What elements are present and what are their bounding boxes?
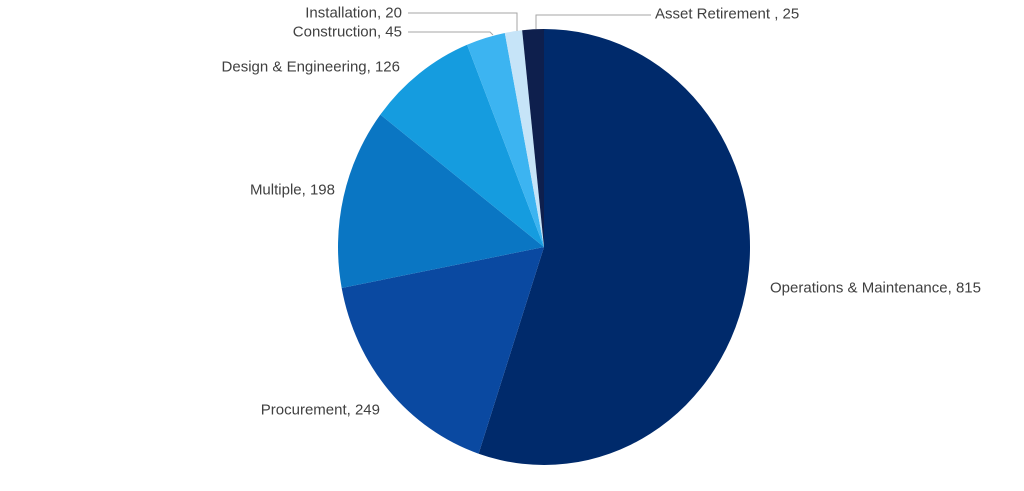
pie-slice-construction — [467, 32, 544, 248]
pie-slice-design-engineering — [380, 44, 544, 248]
slice-label-installation: Installation, 20 — [305, 5, 402, 22]
leader-line-installation — [408, 12, 518, 31]
slice-label-operations-maintenance: Operations & Maintenance, 815 — [770, 280, 981, 297]
slice-label-procurement: Procurement, 249 — [261, 402, 380, 419]
slice-label-multiple: Multiple, 198 — [250, 182, 335, 199]
leader-line-asset-retirement — [535, 14, 651, 29]
pie-slice-operations-maintenance — [478, 29, 751, 466]
slice-label-construction: Construction, 45 — [293, 24, 402, 41]
pie-slice-asset-retirement — [522, 29, 544, 247]
slice-label-design-engineering: Design & Engineering, 126 — [222, 59, 400, 76]
pie-slice-multiple — [338, 114, 544, 288]
slice-label-asset-retirement: Asset Retirement , 25 — [655, 6, 799, 23]
pie-slice-procurement — [341, 247, 544, 454]
pie-slice-installation — [504, 30, 544, 248]
leader-line-construction — [408, 31, 494, 36]
